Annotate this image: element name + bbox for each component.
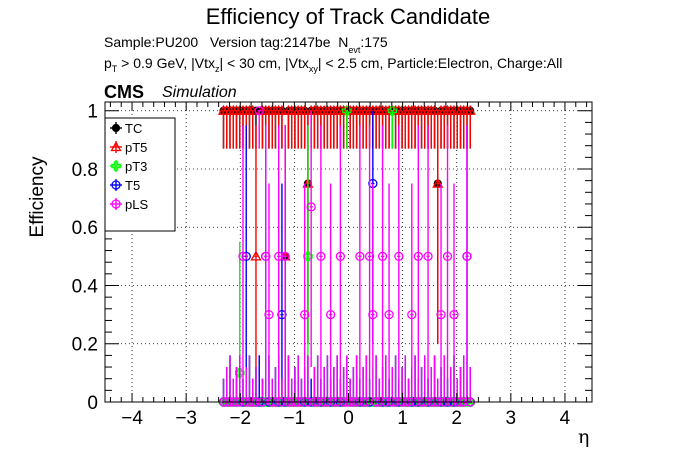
y-tick-label: 0: [87, 393, 98, 414]
series-layer: [217, 104, 476, 407]
data-point: [299, 104, 311, 115]
data-point: [280, 251, 290, 262]
version-label: Version tag:2147be: [209, 34, 331, 50]
x-tick-label: 2: [451, 408, 462, 429]
axis-ticks: −4 −3 −2 −1 0 1 2 3 4 0 0.2 0.4 0.6 0.8 1: [72, 102, 592, 429]
legend: TC pT5 pT3 T5 pLS: [104, 117, 176, 232]
data-point: [449, 309, 459, 320]
y-tick-label: 0.2: [72, 335, 98, 356]
chart-title: Efficiency of Track Candidate: [205, 4, 491, 29]
data-point: [368, 309, 378, 320]
legend-entry-tc: TC: [125, 121, 142, 136]
data-point: [387, 105, 398, 116]
data-point: [316, 251, 326, 262]
x-tick-label: −2: [229, 408, 251, 429]
data-point: [300, 309, 310, 320]
data-point: [428, 104, 441, 115]
x-axis-title: η: [578, 426, 590, 448]
legend-entry-pls: pLS: [125, 197, 148, 212]
data-point: [303, 251, 313, 262]
data-point: [277, 309, 287, 320]
x-tick-label: 1: [397, 408, 408, 429]
data-point: [254, 106, 264, 116]
data-point: [234, 368, 245, 378]
nevt-label: Nevt:175: [338, 34, 388, 55]
data-point: [276, 104, 288, 115]
x-tick-label: 3: [506, 408, 517, 429]
data-point: [462, 251, 472, 262]
x-tick-label: −3: [175, 408, 197, 429]
y-tick-label: 0.8: [72, 160, 98, 181]
sample-label: Sample:PU200: [104, 34, 199, 50]
legend-entry-pt5: pT5: [125, 140, 147, 155]
series-pls: [218, 106, 475, 407]
grid-lines: [105, 102, 592, 403]
data-point: [306, 202, 316, 212]
data-point: [464, 104, 476, 115]
data-point: [250, 250, 262, 261]
x-tick-label: 0: [343, 408, 354, 429]
cms-label: CMS: [104, 82, 144, 102]
data-point: [436, 309, 446, 320]
data-point: [325, 309, 336, 320]
y-tick-label: 1: [87, 102, 98, 123]
legend-marker: [111, 123, 121, 133]
data-point: [423, 251, 433, 262]
data-point: [394, 251, 404, 262]
data-point: [432, 177, 444, 188]
y-tick-label: 0.6: [72, 218, 98, 239]
legend-marker: [111, 199, 121, 209]
y-tick-label: 0.4: [72, 276, 99, 297]
data-point: [442, 251, 453, 262]
data-point: [364, 251, 375, 262]
data-point: [238, 251, 248, 262]
legend-entry-pt3: pT3: [125, 159, 147, 174]
legend-entry-t5: T5: [125, 178, 140, 193]
selection-cuts-line: pT > 0.9 GeV, |Vtxz| < 30 cm, |Vtxxy| < …: [104, 55, 563, 74]
data-point: [355, 251, 365, 262]
legend-marker: [111, 180, 121, 190]
x-tick-label: −4: [121, 408, 143, 429]
x-tick-label: −1: [284, 408, 306, 429]
legend-marker: [110, 141, 122, 152]
data-point: [264, 309, 274, 320]
data-point: [413, 251, 423, 262]
x-tick-label: 4: [560, 408, 571, 429]
legend-box: [104, 117, 176, 232]
data-point: [261, 251, 271, 262]
data-point: [384, 309, 394, 320]
data-point: [407, 309, 417, 320]
data-point: [274, 251, 284, 262]
simulation-label: Simulation: [162, 84, 237, 101]
data-point: [335, 251, 346, 262]
legend-marker: [111, 161, 121, 171]
data-point: [377, 251, 388, 262]
sample-info-line: Sample:PU200 Version tag:2147be Nevt:175: [104, 34, 388, 55]
